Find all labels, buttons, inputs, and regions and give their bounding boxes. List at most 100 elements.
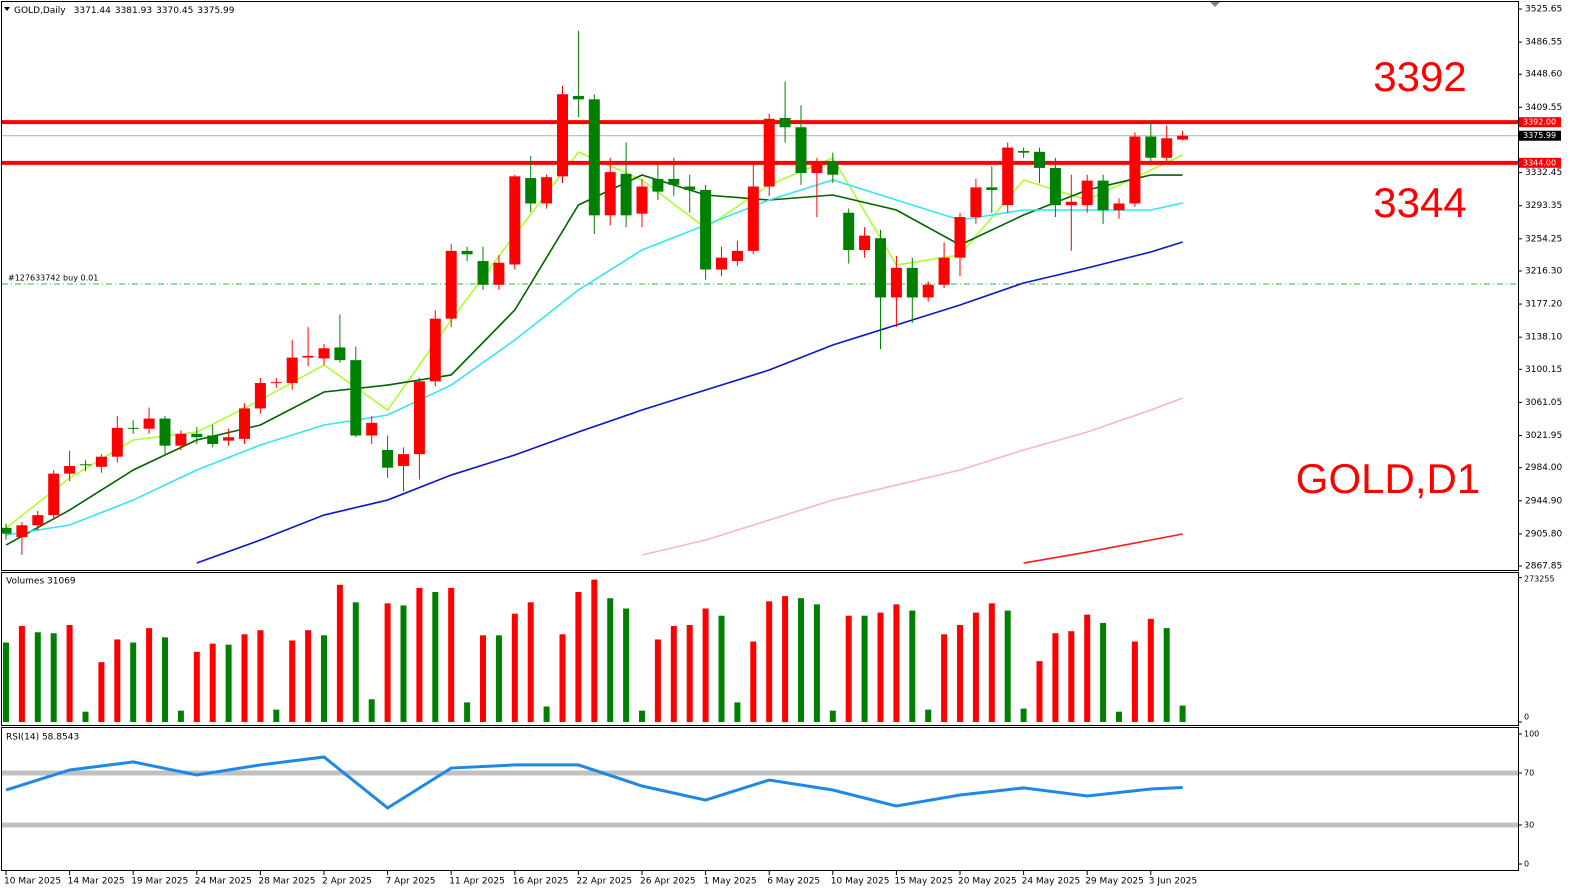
rsi-tick-label: 30 [1524,821,1534,830]
candle-body [398,454,409,467]
candle-body [716,257,727,270]
y-tick-label: 2905.80 [1525,529,1562,539]
x-tick-label: 22 Apr 2025 [576,877,632,887]
candle-body [413,381,425,455]
rsi-panel [1,727,1519,871]
volume-bar [1068,631,1075,722]
close-value: 3375.99 [197,6,234,16]
candle-body [270,382,282,384]
candle-body [604,172,616,216]
candle-body [429,318,441,382]
volume-bar [400,605,407,722]
volume-bar [941,634,948,722]
volume-bar [368,699,375,722]
volume-bar [1084,614,1091,722]
rsi-title: RSI(14) 58.8543 [6,733,79,743]
candle-body [811,161,823,173]
rsi-tick-label: 70 [1524,768,1534,777]
volume-bar [972,612,979,722]
candle-body [80,464,91,466]
candle-body [350,360,362,436]
volume-bar [3,642,9,722]
candle-body [2,527,12,534]
volume-bar [845,615,852,722]
candle-body [1129,136,1141,204]
volume-bar [193,651,200,722]
volume-bar [1036,661,1043,722]
annotation: 3344 [1373,179,1466,226]
y-tick-label: 2984.00 [1525,463,1562,473]
y-tick-label: 3332.45 [1525,168,1562,178]
candle-body [779,117,791,128]
candle-body [223,437,235,441]
y-tick-label: 2867.85 [1525,562,1562,572]
candle-body [541,177,553,204]
x-tick-label: 2 Apr 2025 [322,877,372,887]
candle-body [286,357,298,384]
volume-bar [750,641,757,722]
candle-body [1161,138,1173,158]
x-tick-label: 16 Apr 2025 [513,877,569,887]
axis-layer: 3525.65 3486.55 3448.60 3409.55 3332.45 3293.… [4,4,1562,886]
candle-body [509,176,521,265]
candle-body [143,418,155,429]
volume-bar [543,706,550,722]
volume-bar [893,604,900,722]
volume-bar [1131,641,1138,722]
volume-bar [527,602,534,722]
candle-body [763,118,775,187]
y-tick-label: 3216.30 [1525,266,1562,276]
shift-marker[interactable] [1210,2,1220,7]
volume-bar [321,635,327,722]
chart-header: GOLD,Daily 3371.44 3381.93 3370.45 3375.99 [14,6,235,16]
volume-bar [861,615,868,722]
candle-body [1097,180,1109,211]
volume-bar [670,626,677,722]
y-tick-label: 3409.55 [1525,103,1562,113]
price-tag [1519,130,1561,141]
moving-average [641,397,1183,556]
candle-body [620,173,632,216]
candle-body [48,473,60,516]
volume-bar [782,596,789,722]
volume-bar [766,601,773,722]
symbol-label: GOLD,Daily [14,6,66,16]
candle-body [747,186,759,251]
candle-body [175,433,187,446]
candle-body [890,267,902,298]
y-tick-label: 2944.90 [1525,496,1562,506]
candle-body [32,515,44,526]
candle-body [1081,180,1093,206]
y-tick-label: 3525.65 [1525,4,1562,14]
candle-body [207,435,219,444]
volume-bar [909,610,916,722]
moving-average [1023,533,1183,564]
x-tick-label: 26 Apr 2025 [640,877,696,887]
x-tick-label: 1 May 2025 [704,877,757,887]
candle-body [127,427,139,429]
x-tick-label: 20 May 2025 [958,877,1017,887]
volume-bar [464,702,471,722]
x-tick-label: 28 Mar 2025 [258,877,315,887]
candle-body [461,250,473,255]
candle-body [16,525,28,538]
x-tick-label: 15 May 2025 [894,877,953,887]
y-tick-label: 3177.20 [1525,300,1562,310]
candle-body [525,178,537,204]
volume-bar [241,634,248,722]
annotation: 3392 [1373,53,1466,100]
candle-body [652,178,664,192]
candle-body [1177,135,1189,140]
volume-bar [1116,711,1122,722]
volume-bar [273,709,280,722]
candle-body [445,250,457,319]
order-label: #127633742 buy 0.01 [8,274,98,283]
volume-bar [416,587,423,722]
candle-body [1002,147,1014,206]
candle-body [668,178,680,185]
candle-body [111,427,123,457]
rsi-layer [2,755,1518,828]
candle-body [843,212,855,251]
volume-bar [82,711,89,722]
